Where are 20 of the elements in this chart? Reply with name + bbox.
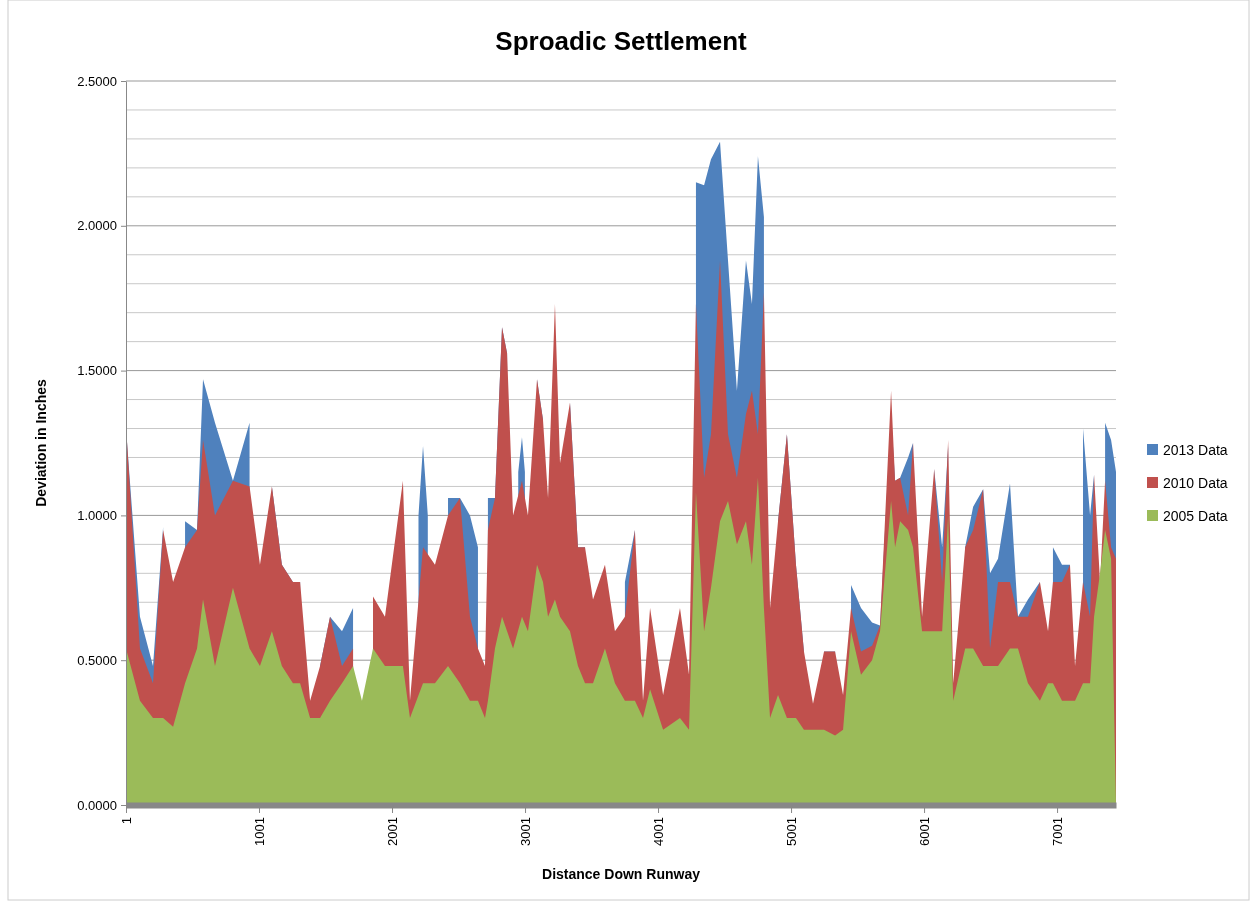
y-tick-label: 2.0000 [77,218,117,234]
chart-title: Sproadic Settlement [495,26,748,56]
x-tick-label: 6001 [917,817,933,846]
y-tick-label: 2.5000 [77,73,117,89]
y-tick-label: 1.0000 [77,508,117,524]
y-tick-label: 1.5000 [77,363,117,379]
x-tick-label: 1001 [252,817,268,846]
x-tick-label: 7001 [1050,817,1066,846]
y-tick-label: 0.0000 [77,797,117,813]
legend-label: 2010 Data [1163,474,1228,491]
x-tick-label: 3001 [518,817,534,846]
x-tick-label: 1 [119,817,135,825]
x-axis-title: Distance Down Runway [542,866,701,882]
x-tick-label: 4001 [651,817,667,846]
legend-label: 2005 Data [1163,507,1228,524]
x-tick-label: 5001 [784,817,800,846]
y-tick-label: 0.5000 [77,652,117,668]
x-tick-label: 2001 [385,817,401,846]
legend-label: 2013 Data [1163,441,1228,458]
y-axis-title: Deviation in Inches [33,379,49,507]
